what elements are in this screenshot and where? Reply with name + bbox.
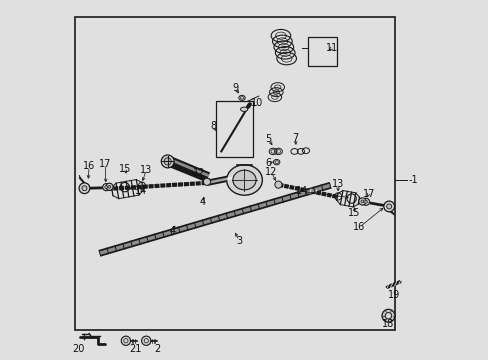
Text: 17: 17 [362, 189, 374, 199]
Circle shape [383, 201, 394, 212]
Text: -1: -1 [407, 175, 417, 185]
Bar [307, 37, 336, 66]
Circle shape [274, 181, 282, 188]
Text: 13: 13 [140, 165, 152, 175]
Text: 5: 5 [265, 134, 271, 144]
Text: 9: 9 [232, 83, 238, 93]
Ellipse shape [226, 165, 262, 195]
Text: 13: 13 [331, 179, 344, 189]
Text: 6: 6 [265, 158, 271, 168]
Circle shape [358, 198, 365, 205]
Text: 2: 2 [154, 343, 160, 354]
Text: 16: 16 [353, 222, 365, 232]
Text: 12: 12 [264, 167, 277, 177]
Text: 15: 15 [347, 208, 360, 218]
Text: 7: 7 [291, 133, 298, 143]
Circle shape [108, 185, 111, 188]
Ellipse shape [240, 107, 247, 111]
Circle shape [121, 336, 130, 345]
Circle shape [386, 204, 391, 209]
Text: 12: 12 [192, 168, 204, 178]
Circle shape [104, 186, 107, 189]
Circle shape [364, 201, 366, 203]
Circle shape [106, 183, 113, 190]
Text: 11: 11 [325, 43, 338, 53]
Text: 14: 14 [135, 186, 147, 196]
Text: 4: 4 [169, 226, 175, 236]
Circle shape [161, 155, 174, 168]
Text: 18: 18 [382, 319, 394, 329]
Bar [216, 102, 253, 157]
Circle shape [360, 200, 363, 203]
Text: 4: 4 [199, 197, 205, 207]
Text: 14: 14 [296, 186, 308, 197]
Circle shape [142, 336, 151, 345]
Circle shape [164, 158, 171, 165]
Text: 3: 3 [236, 236, 242, 246]
Text: 10: 10 [250, 98, 262, 108]
Circle shape [102, 184, 110, 191]
Circle shape [381, 309, 394, 322]
Circle shape [82, 186, 87, 191]
Text: 19: 19 [387, 290, 399, 300]
Ellipse shape [232, 170, 256, 190]
Circle shape [362, 198, 369, 205]
Text: 16: 16 [83, 161, 95, 171]
Text: 8: 8 [209, 121, 216, 131]
Circle shape [385, 312, 391, 319]
Bar [75, 18, 394, 330]
Text: 17: 17 [99, 159, 111, 169]
Text: 20: 20 [72, 343, 84, 354]
Circle shape [203, 178, 210, 185]
Text: 15: 15 [119, 164, 131, 174]
Text: 21: 21 [129, 343, 142, 354]
Circle shape [79, 183, 90, 194]
